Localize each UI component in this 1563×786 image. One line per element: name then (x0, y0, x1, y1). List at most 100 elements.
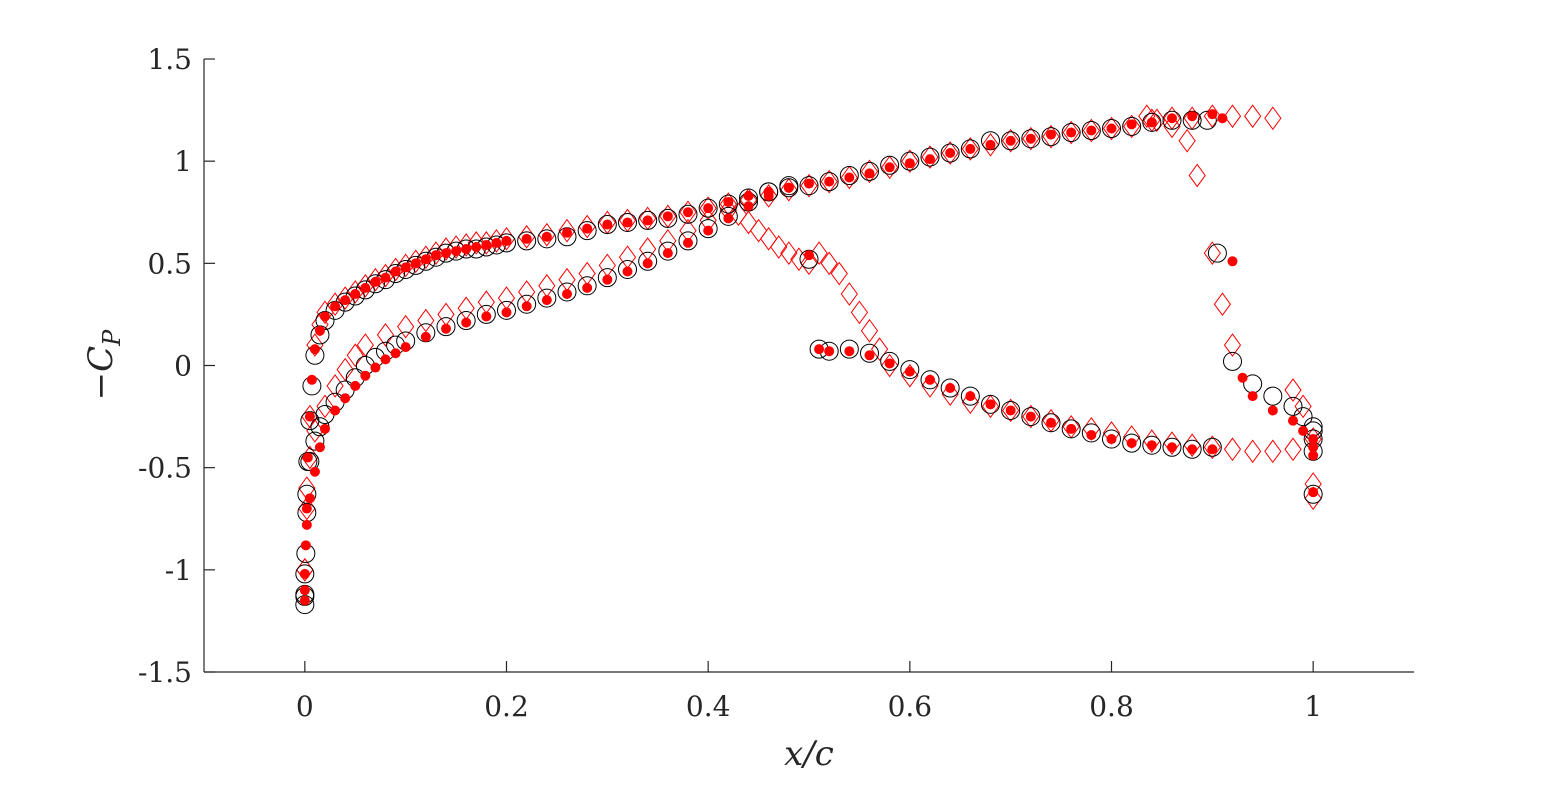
filled-circle-point (461, 317, 472, 328)
filled-circle-point (1288, 415, 1298, 426)
filled-circle-point (1217, 113, 1228, 124)
open-circle-point (618, 259, 637, 279)
open-circle-point (678, 231, 698, 251)
open-diamond-point (820, 251, 838, 276)
filled-circle-point (884, 358, 895, 369)
open-diamond-point (1042, 124, 1060, 149)
open-diamond-point (1002, 128, 1020, 153)
open-circle-point (1122, 433, 1142, 453)
filled-circle-point (622, 217, 633, 228)
filled-circle-point (430, 250, 441, 261)
open-circle-point (860, 161, 879, 181)
open-circle-point (295, 564, 315, 584)
axes (203, 59, 1414, 673)
open-circle-point (1303, 484, 1323, 504)
filled-circle-point (1086, 125, 1097, 136)
filled-circle-point (400, 342, 411, 353)
filled-circle-point (814, 344, 825, 355)
filled-circle-point (390, 348, 401, 359)
filled-circle-point (1046, 129, 1056, 140)
open-diamond-point (1082, 118, 1100, 143)
filled-circle-point (306, 374, 317, 385)
filled-circle-point (925, 154, 935, 165)
open-diamond-point (810, 241, 828, 265)
series-open-diamond (296, 104, 1322, 582)
open-diamond-point (1223, 437, 1242, 462)
open-diamond-point (306, 419, 324, 443)
open-diamond-point (1223, 104, 1242, 129)
open-diamond-point (1102, 116, 1121, 141)
open-circle-point (456, 311, 476, 331)
filled-circle-point (864, 350, 875, 361)
open-diamond-point (840, 282, 858, 306)
open-circle-point (1021, 407, 1041, 427)
filled-circle-point (481, 239, 492, 250)
filled-circle-point (804, 250, 814, 261)
filled-circle-point (1187, 111, 1198, 122)
open-diamond-point (1123, 114, 1141, 139)
filled-circle-point (844, 346, 855, 357)
filled-circle-point (622, 266, 633, 277)
filled-circle-point (662, 211, 673, 222)
filled-circle-point (1086, 429, 1097, 440)
open-circle-point (638, 251, 658, 271)
filled-circle-point (300, 540, 311, 551)
open-circle-point (1041, 413, 1061, 433)
open-circle-point (497, 300, 516, 320)
open-circle-point (839, 165, 859, 185)
open-circle-point (698, 198, 718, 218)
y-ticks: -1.5 -1 -0.5 0 0.5 1 1.5 (138, 43, 215, 689)
filled-circle-point (1005, 135, 1016, 146)
filled-circle-point (350, 288, 361, 299)
open-circle-point (880, 351, 900, 371)
filled-circle-point (1025, 411, 1036, 422)
filled-circle-point (1308, 442, 1319, 453)
filled-circle-point (703, 225, 714, 236)
filled-circle-point (1126, 119, 1137, 130)
filled-circle-point (330, 405, 341, 416)
filled-circle-point (884, 162, 895, 173)
filled-circle-point (824, 176, 835, 187)
x-ticks: 0 0.2 0.4 0.6 0.8 1 (296, 661, 1322, 723)
x-tick-label: 0.6 (888, 690, 933, 723)
open-diamond-point (800, 251, 818, 276)
open-circle-point (900, 151, 920, 171)
open-diamond-point (921, 145, 939, 169)
filled-circle-point (985, 399, 996, 410)
open-diamond-point (860, 318, 879, 343)
open-diamond-point (1294, 394, 1312, 419)
open-circle-point (1061, 123, 1081, 143)
open-diamond-point (941, 141, 959, 165)
open-diamond-point (457, 296, 475, 321)
filled-circle-point (441, 248, 451, 259)
open-diamond-point (477, 290, 495, 315)
open-diamond-point (618, 245, 637, 270)
open-diamond-point (800, 173, 818, 198)
open-diamond-point (1264, 106, 1282, 131)
filled-circle-point (441, 323, 451, 334)
open-circle-point (1081, 121, 1101, 141)
open-circle-point (960, 386, 980, 406)
open-circle-point (476, 304, 496, 324)
open-diamond-point (518, 280, 536, 304)
open-diamond-point (1002, 398, 1020, 423)
open-diamond-point (1213, 292, 1232, 317)
open-circle-point (1207, 243, 1227, 263)
filled-circle-point (1308, 487, 1319, 498)
open-diamond-point (749, 218, 768, 243)
filled-circle-point (471, 241, 482, 252)
filled-circle-point (1005, 405, 1016, 416)
filled-circle-point (420, 331, 431, 342)
filled-circle-point (562, 288, 572, 299)
y-axis-title: −CP (81, 329, 126, 401)
open-diamond-point (1062, 120, 1080, 145)
filled-circle-point (501, 235, 512, 246)
filled-circle-point (1207, 444, 1218, 455)
open-circle-point (305, 431, 325, 451)
filled-circle-point (370, 362, 381, 373)
open-diamond-point (356, 333, 374, 357)
filled-circle-point (904, 366, 915, 377)
open-diamond-point (1022, 404, 1040, 429)
filled-circle-point (783, 182, 794, 193)
open-diamond-point (558, 218, 576, 243)
